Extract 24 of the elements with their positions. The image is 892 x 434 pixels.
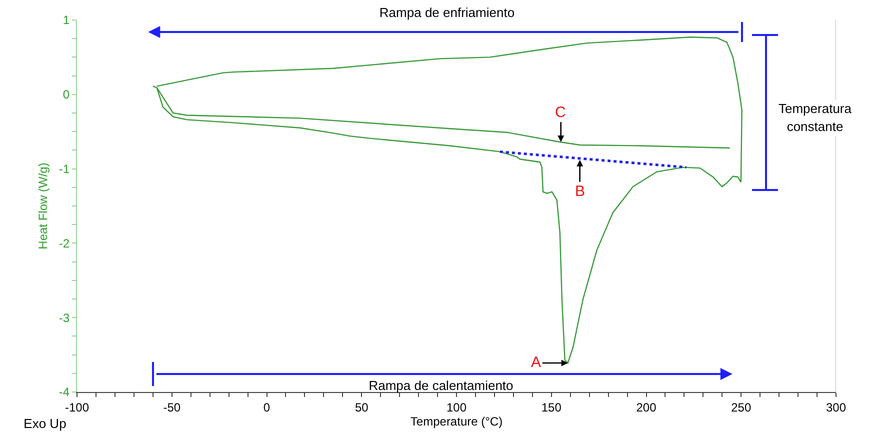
x-tick-label: 250 <box>731 400 752 414</box>
x-tick-label: -100 <box>64 400 90 414</box>
annotation: Rampa de enfriamiento <box>378 4 516 22</box>
y-tick-label: -4 <box>58 385 70 400</box>
y-tick-label: 1 <box>62 13 70 28</box>
y-tick-label: -2 <box>58 236 70 250</box>
x-tick-label: 0 <box>263 400 270 414</box>
annotation: A <box>531 354 542 371</box>
y-axis-title: Heat Flow (W/g) <box>36 162 50 250</box>
x-tick-label: 200 <box>636 400 657 414</box>
annotation: C <box>555 104 566 121</box>
y-tick-label: -1 <box>58 162 70 176</box>
text: Exo Up <box>22 415 68 433</box>
x-tick-label: 150 <box>541 400 562 414</box>
y-tick-label: -3 <box>58 310 70 325</box>
annotation: Temperatura constante <box>774 100 856 136</box>
annotation: B <box>575 183 586 200</box>
x-axis-title: Temperature (°C) <box>410 414 503 428</box>
x-tick-label: 300 <box>826 400 846 414</box>
x-tick-label: -50 <box>163 400 181 414</box>
y-tick-label: 0 <box>62 88 70 102</box>
x-tick-label: 50 <box>354 400 369 414</box>
annotation: Rampa de calentamiento <box>368 377 514 395</box>
x-tick-label: 100 <box>446 400 467 414</box>
